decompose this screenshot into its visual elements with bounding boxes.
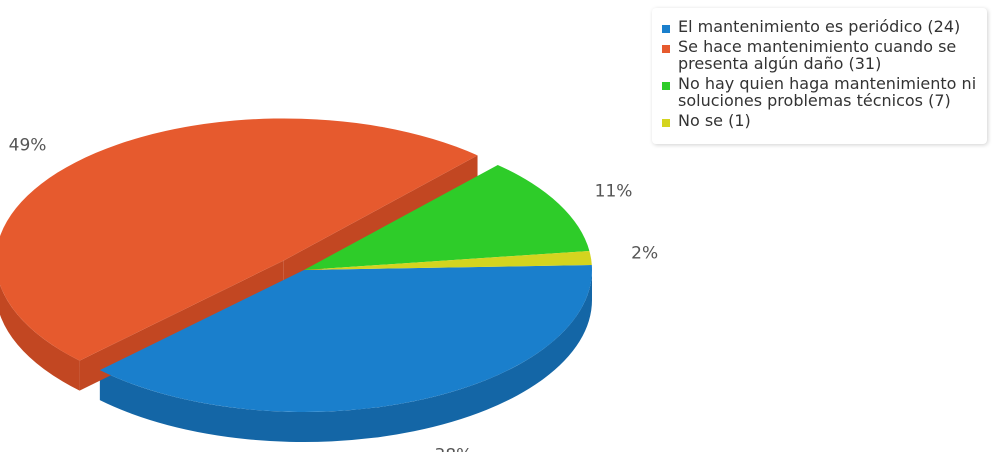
legend-swatch <box>662 45 670 53</box>
legend-item[interactable]: El mantenimiento es periódico (24) <box>662 18 983 35</box>
legend-item[interactable]: Se hace mantenimiento cuando se presenta… <box>662 38 983 72</box>
legend-label: Se hace mantenimiento cuando se presenta… <box>678 37 957 73</box>
pie-slice[interactable] <box>304 164 590 270</box>
legend-label: No se (1) <box>678 111 751 130</box>
legend-swatch <box>662 119 670 127</box>
pie-labels: 38% 49% 11% 2% <box>9 136 658 452</box>
slice-side <box>99 270 592 443</box>
pie-tops <box>0 118 592 412</box>
legend-item[interactable]: No hay quien haga mantenimiento ni soluc… <box>662 75 983 109</box>
legend-label: El mantenimiento es periódico (24) <box>678 17 961 36</box>
legend-item[interactable]: No se (1) <box>662 112 983 129</box>
legend-swatch <box>662 82 670 90</box>
pie-slice[interactable] <box>99 265 592 412</box>
legend: El mantenimiento es periódico (24) Se ha… <box>652 8 987 144</box>
legend-swatch <box>662 25 670 33</box>
slice-percent-label: 49% <box>9 136 47 156</box>
pie-slice[interactable] <box>0 118 478 361</box>
slice-percent-label: 11% <box>595 182 633 202</box>
legend-label: No hay quien haga mantenimiento ni soluc… <box>678 74 977 110</box>
slice-side <box>0 284 80 391</box>
pie-slice[interactable] <box>304 250 592 270</box>
slice-percent-label: 2% <box>631 243 658 263</box>
slice-percent-label: 38% <box>435 446 473 452</box>
